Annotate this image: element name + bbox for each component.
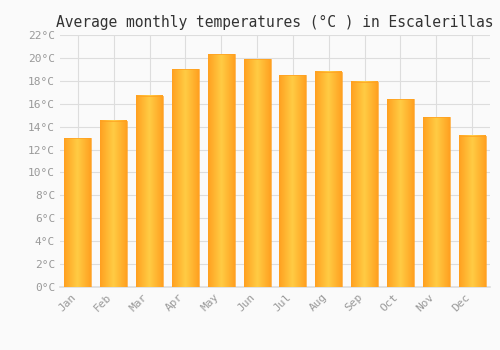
Bar: [387, 99, 414, 287]
Bar: [208, 55, 234, 287]
Bar: [423, 118, 450, 287]
Bar: [351, 82, 378, 287]
Bar: [100, 121, 127, 287]
Bar: [136, 96, 163, 287]
Bar: [172, 69, 199, 287]
Title: Average monthly temperatures (°C ) in Escalerillas: Average monthly temperatures (°C ) in Es…: [56, 15, 494, 30]
Bar: [244, 59, 270, 287]
Bar: [64, 138, 92, 287]
Bar: [458, 136, 485, 287]
Bar: [316, 72, 342, 287]
Bar: [280, 75, 306, 287]
